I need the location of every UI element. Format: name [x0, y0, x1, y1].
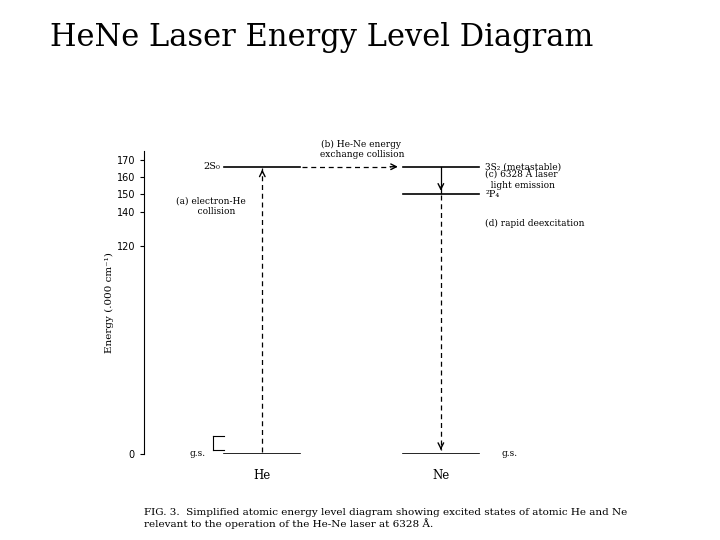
Text: (c) 6328 Å laser
  light emission: (c) 6328 Å laser light emission [485, 170, 558, 190]
Text: g.s.: g.s. [502, 449, 518, 458]
Text: HeNe Laser Energy Level Diagram: HeNe Laser Energy Level Diagram [50, 22, 594, 52]
Text: He: He [253, 469, 271, 482]
Text: (b) He-Ne energy
 exchange collision: (b) He-Ne energy exchange collision [317, 139, 404, 159]
Text: 3S₂ (metastable): 3S₂ (metastable) [485, 162, 562, 171]
Text: ²P₄: ²P₄ [485, 190, 500, 199]
Text: FIG. 3.  Simplified atomic energy level diagram showing excited states of atomic: FIG. 3. Simplified atomic energy level d… [144, 508, 627, 529]
Text: (a) electron-He
    collision: (a) electron-He collision [176, 197, 246, 216]
Text: 2S₀: 2S₀ [203, 162, 220, 171]
Text: (d) rapid deexcitation: (d) rapid deexcitation [485, 219, 585, 228]
Text: g.s.: g.s. [189, 449, 206, 458]
Text: Ne: Ne [432, 469, 449, 482]
Y-axis label: Energy (.000 cm⁻¹): Energy (.000 cm⁻¹) [104, 252, 114, 353]
